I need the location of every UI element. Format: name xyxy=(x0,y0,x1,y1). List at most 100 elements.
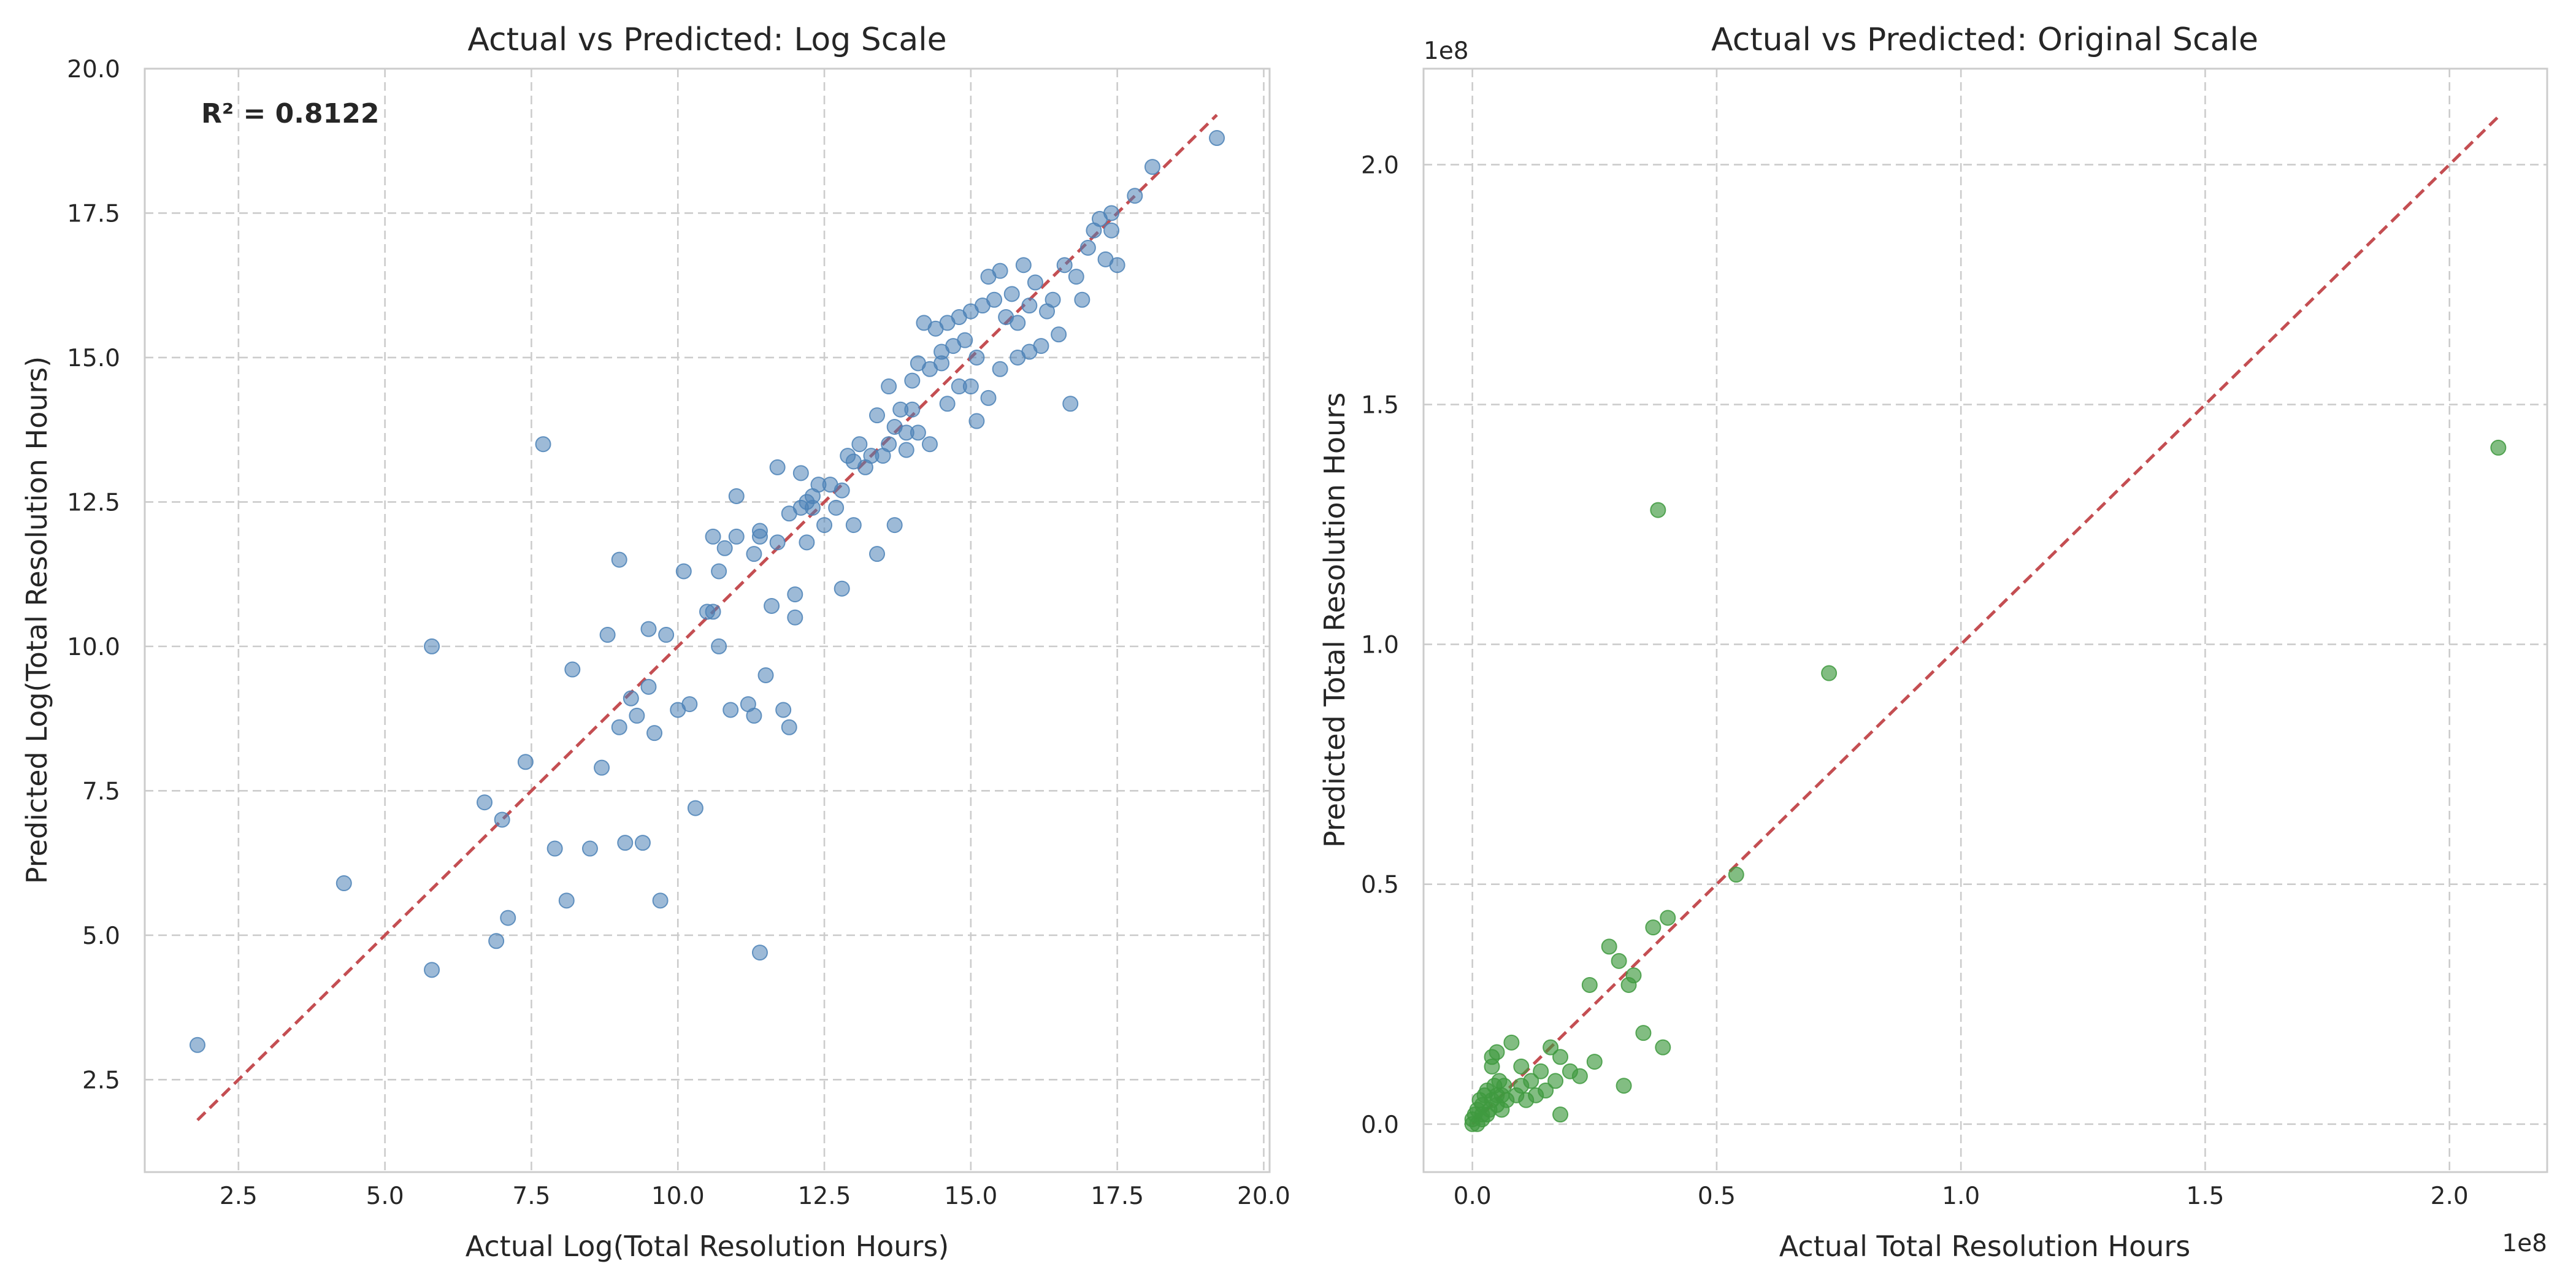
y-tick-label: 15.0 xyxy=(67,345,120,372)
scatter-point xyxy=(477,794,493,811)
scatter-point xyxy=(1033,338,1049,355)
scatter-point xyxy=(781,719,797,735)
scatter-point xyxy=(705,528,721,545)
scatter-point xyxy=(1109,257,1125,274)
scatter-point xyxy=(1538,1083,1554,1099)
scatter-point xyxy=(1021,297,1038,314)
scatter-point xyxy=(980,389,997,406)
chart-title-original-scale: Actual vs Predicted: Original Scale xyxy=(1711,21,2258,58)
scatter-point xyxy=(1821,665,1838,681)
reference-line xyxy=(196,113,1218,1122)
scatter-point xyxy=(1074,291,1091,308)
scatter-point xyxy=(910,424,926,441)
scatter-point xyxy=(488,933,505,949)
y-tick-label: 2.5 xyxy=(82,1067,120,1094)
scatter-point xyxy=(1635,1025,1652,1041)
scatter-point xyxy=(594,759,610,776)
scatter-point xyxy=(723,702,739,718)
scatter-point xyxy=(1533,1063,1549,1079)
x-tick-label: 1.0 xyxy=(1942,1183,1980,1210)
scatter-point xyxy=(2490,439,2507,456)
scatter-point xyxy=(581,840,598,857)
scatter-point xyxy=(992,263,1008,279)
y-tick-label: 5.0 xyxy=(82,922,120,950)
y-tick-label: 0.5 xyxy=(1361,872,1399,899)
scatter-point xyxy=(424,962,440,978)
y-tick-label: 0.0 xyxy=(1361,1111,1399,1139)
scatter-point xyxy=(640,621,657,637)
scatter-point xyxy=(921,436,938,453)
scatter-point xyxy=(1645,919,1662,936)
x-tick-labels-original-scale: 0.0 0.5 1.0 1.5 2.0 xyxy=(1454,1183,2469,1210)
x-tick-labels-log-scale: 2.5 5.0 7.5 10.0 12.5 15.0 17.5 20.0 xyxy=(220,1183,1290,1210)
y-tick-label: 20.0 xyxy=(67,56,120,83)
scatter-point xyxy=(623,690,639,707)
grid-lines-original-scale xyxy=(1424,69,2547,1172)
x-tick-label: 15.0 xyxy=(944,1183,997,1210)
scatter-point xyxy=(799,534,815,551)
scatter-point xyxy=(517,754,534,770)
x-tick-label: 1.5 xyxy=(2186,1183,2224,1210)
scatter-point xyxy=(1474,1106,1490,1123)
scatter-point xyxy=(869,546,886,562)
scatter-point xyxy=(1547,1073,1564,1089)
scatter-point xyxy=(957,332,973,348)
scatter-point xyxy=(1079,239,1096,256)
scatter-point xyxy=(992,361,1008,377)
chart-title-log-scale: Actual vs Predicted: Log Scale xyxy=(467,21,946,58)
scatter-point xyxy=(904,372,921,389)
scatter-point xyxy=(1625,967,1642,984)
r-squared-annotation: R² = 0.8122 xyxy=(201,98,379,129)
y-tick-label: 2.0 xyxy=(1361,151,1399,179)
scatter-point xyxy=(1581,976,1598,993)
scatter-point xyxy=(1543,1039,1559,1056)
chart-log-scale: Actual vs Predicted: Log Scale 2.5 5.0 7.5… xyxy=(20,21,1290,1263)
y-tick-label: 1.5 xyxy=(1361,392,1399,420)
scatter-point xyxy=(599,627,616,643)
y-offset-text: 1e8 xyxy=(1424,37,1469,65)
scatter-point xyxy=(1513,1058,1530,1075)
scatter-point xyxy=(828,499,845,516)
x-tick-label: 12.5 xyxy=(798,1183,851,1210)
x-tick-label: 2.5 xyxy=(220,1183,258,1210)
scatter-point xyxy=(1010,315,1026,331)
scatter-point xyxy=(1209,130,1225,147)
scatter-point xyxy=(1601,938,1617,955)
scatter-point xyxy=(787,609,803,626)
scatter-point xyxy=(746,707,762,724)
scatter-point xyxy=(424,638,440,654)
scatter-point xyxy=(705,604,721,620)
scatter-point xyxy=(898,442,914,458)
scatter-point xyxy=(764,597,780,614)
scatter-point xyxy=(1127,188,1143,204)
y-tick-label: 7.5 xyxy=(82,778,120,805)
scatter-point xyxy=(1103,222,1120,239)
scatter-point xyxy=(769,459,786,475)
scatter-points-original-scale xyxy=(1464,439,2507,1132)
x-offset-text: 1e8 xyxy=(2502,1230,2547,1257)
scatter-point xyxy=(675,563,692,580)
scatter-point xyxy=(816,517,833,534)
scatter-point xyxy=(968,413,985,429)
scatter-point xyxy=(1045,291,1061,308)
x-tick-label: 20.0 xyxy=(1237,1183,1290,1210)
scatter-point xyxy=(1552,1049,1569,1065)
scatter-point xyxy=(634,835,651,851)
x-tick-label: 0.5 xyxy=(1698,1183,1736,1210)
grid-lines-log-scale xyxy=(145,69,1270,1172)
scatter-point xyxy=(629,707,645,724)
scatter-point xyxy=(834,482,850,499)
x-tick-label: 0.0 xyxy=(1454,1183,1492,1210)
scatter-point xyxy=(716,540,733,556)
scatter-point xyxy=(792,465,809,481)
scatter-point xyxy=(757,667,774,683)
scatter-point xyxy=(834,580,850,597)
scatter-point xyxy=(711,563,727,580)
x-axis-label-log-scale: Actual Log(Total Resolution Hours) xyxy=(466,1230,949,1263)
scatter-point xyxy=(1489,1087,1505,1103)
scatter-point xyxy=(1062,396,1079,412)
x-tick-label: 5.0 xyxy=(366,1183,404,1210)
scatter-point xyxy=(535,436,551,453)
scatter-point xyxy=(1003,286,1020,302)
